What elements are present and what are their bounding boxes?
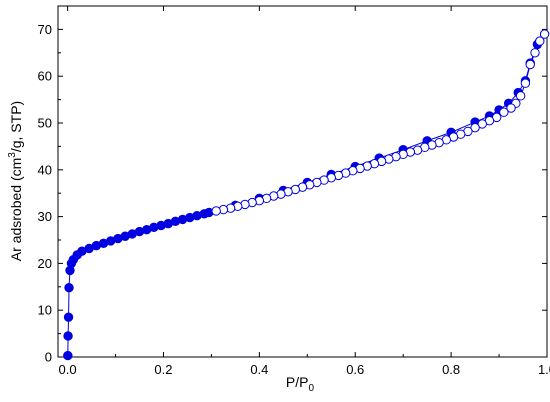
x-tick-label: 0.0 [59, 362, 77, 377]
desorption-point [520, 78, 531, 88]
x-tick-label: 0.4 [250, 362, 268, 377]
plot-frame [57, 5, 548, 358]
desorption-point [506, 103, 516, 113]
desorption-point [477, 119, 487, 129]
y-tick-label: 50 [38, 116, 52, 131]
desorption-line [216, 33, 546, 212]
desorption-point [515, 91, 526, 101]
y-tick-label: 40 [38, 162, 52, 177]
x-axis-ticks: 0.0 0.2 0.4 0.6 0.8 1.0 [59, 6, 550, 377]
desorption-point [499, 107, 509, 117]
y-tick-label: 0 [45, 350, 52, 365]
adsorption-point [64, 283, 74, 293]
data-series [63, 29, 550, 361]
adsorption-point [63, 350, 73, 361]
y-tick-label: 60 [38, 69, 52, 84]
desorption-point [525, 59, 535, 70]
y-tick-label: 70 [38, 22, 52, 37]
y-tick-label: 20 [38, 256, 52, 271]
desorption-point [535, 36, 545, 46]
x-tick-label: 0.6 [346, 362, 364, 377]
desorption-point [470, 122, 480, 133]
x-tick-label: 0.2 [154, 362, 172, 377]
x-axis-title: P/P0 [286, 374, 315, 394]
desorption-point [211, 206, 221, 216]
y-tick-label: 30 [38, 209, 52, 224]
x-tick-label: 0.8 [442, 362, 460, 377]
desorption-point [539, 29, 550, 39]
y-tick-label: 10 [38, 303, 52, 318]
x-tick-label: 1.0 [538, 362, 550, 377]
y-axis-ticks: 0 10 20 30 40 50 60 70 [38, 22, 547, 365]
desorption-point [530, 48, 540, 58]
y-axis-title: Ar adsrobed (cm3/g, STP) [7, 101, 24, 261]
adsorption-line [67, 44, 538, 356]
adsorption-point [63, 312, 74, 322]
adsorption-point [63, 331, 73, 341]
